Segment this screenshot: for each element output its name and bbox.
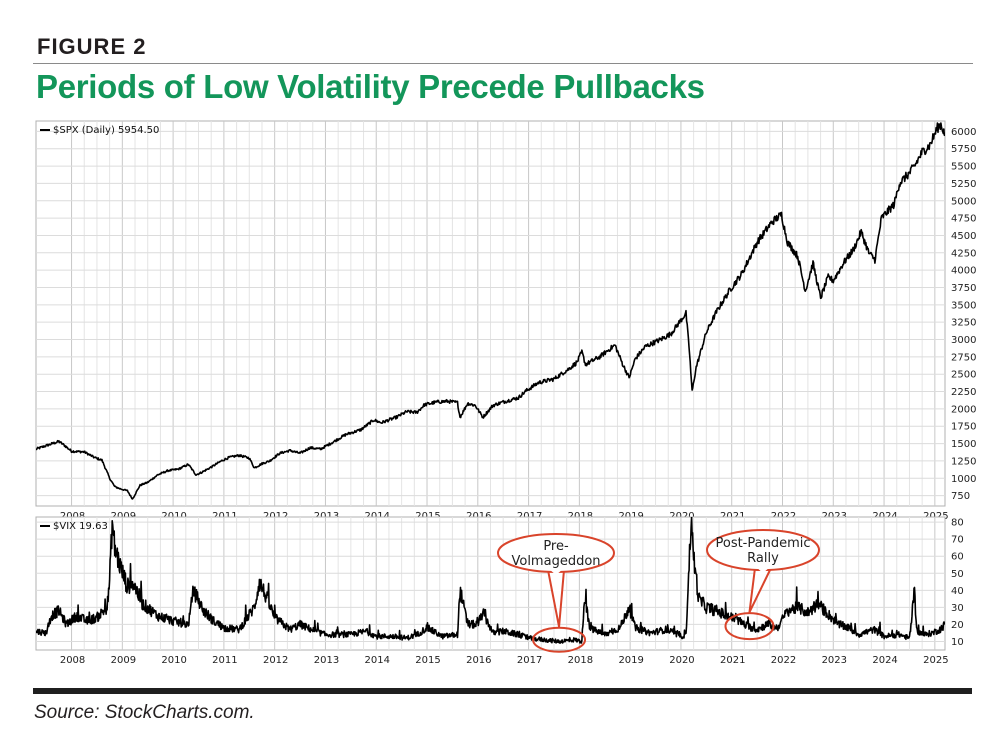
vix-x-tick-label: 2017 bbox=[517, 655, 542, 666]
spx-y-tick-label: 3500 bbox=[951, 300, 976, 311]
vix-x-tick-label: 2022 bbox=[771, 655, 796, 666]
top-divider bbox=[33, 63, 973, 64]
spx-y-tick-label: 1750 bbox=[951, 422, 976, 433]
spx-y-tick-label: 2750 bbox=[951, 352, 976, 363]
vix-x-tick-label: 2025 bbox=[923, 655, 948, 666]
spx-y-tick-label: 5250 bbox=[951, 179, 976, 190]
spx-y-tick-label: 3000 bbox=[951, 335, 976, 346]
vix-y-tick-label: 60 bbox=[951, 552, 964, 563]
annotation-seam bbox=[756, 567, 770, 573]
bottom-divider bbox=[33, 688, 972, 694]
vix-series-line bbox=[36, 517, 945, 644]
spx-y-tick-label: 1250 bbox=[951, 456, 976, 467]
spx-y-tick-label: 5750 bbox=[951, 144, 976, 155]
spx-panel: 2008200920102011201220132014201520162017… bbox=[35, 120, 976, 522]
figure-title: Periods of Low Volatility Precede Pullba… bbox=[36, 68, 705, 105]
annotation-text-line1: Pre- bbox=[543, 539, 569, 554]
spx-legend-label: $SPX (Daily) 5954.50 bbox=[53, 125, 159, 136]
vix-x-tick-label: 2011 bbox=[212, 655, 237, 666]
vix-y-tick-label: 70 bbox=[951, 535, 964, 546]
spx-y-tick-label: 5500 bbox=[951, 162, 976, 173]
spx-y-tick-label: 6000 bbox=[951, 127, 976, 138]
vix-x-tick-label: 2018 bbox=[568, 655, 593, 666]
vix-x-tick-label: 2016 bbox=[466, 655, 491, 666]
vix-y-tick-label: 20 bbox=[951, 620, 964, 631]
spx-y-tick-label: 3250 bbox=[951, 318, 976, 329]
vix-y-tick-label: 30 bbox=[951, 603, 964, 614]
vix-x-tick-label: 2012 bbox=[263, 655, 288, 666]
spx-y-tick-label: 2250 bbox=[951, 387, 976, 398]
annotation-text-line2: Volmageddon bbox=[511, 554, 600, 569]
annotation-seam bbox=[549, 569, 563, 575]
vix-x-tick-label: 2014 bbox=[365, 655, 390, 666]
vix-y-tick-label: 50 bbox=[951, 569, 964, 580]
spx-y-tick-label: 4250 bbox=[951, 248, 976, 259]
vix-x-tick-label: 2021 bbox=[720, 655, 745, 666]
vix-panel: 2008 2009 2010 2011 2012 2013 2014 2015 2016 2017… bbox=[35, 516, 964, 666]
spx-y-tick-label: 5000 bbox=[951, 196, 976, 207]
spx-y-tick-label: 2500 bbox=[951, 370, 976, 381]
vix-x-tick-label: 2009 bbox=[111, 655, 136, 666]
spx-y-tick-label: 4500 bbox=[951, 231, 976, 242]
spx-y-tick-label: 750 bbox=[951, 491, 970, 502]
vix-x-tick-label: 2020 bbox=[669, 655, 694, 666]
vix-x-tick-label: 2010 bbox=[161, 655, 186, 666]
spx-y-tick-label: 3750 bbox=[951, 283, 976, 294]
spx-y-tick-label: 1500 bbox=[951, 439, 976, 450]
vix-x-tick-label: 2008 bbox=[60, 655, 85, 666]
source-note: Source: StockCharts.com. bbox=[34, 702, 255, 723]
vix-x-tick-label: 2015 bbox=[415, 655, 440, 666]
vix-x-tick-label: 2013 bbox=[314, 655, 339, 666]
spx-series-line bbox=[36, 122, 945, 500]
vix-legend-label: $VIX 19.63 bbox=[53, 521, 108, 532]
vix-y-tick-label: 80 bbox=[951, 518, 964, 529]
vix-x-tick-label: 2019 bbox=[618, 655, 643, 666]
spx-y-tick-label: 1000 bbox=[951, 474, 976, 485]
spx-y-tick-label: 4750 bbox=[951, 214, 976, 225]
annotation-text-line1: Post-Pandemic bbox=[715, 536, 810, 551]
annotation-text-line2: Rally bbox=[747, 551, 779, 566]
spx-y-tick-label: 2000 bbox=[951, 404, 976, 415]
spx-y-tick-label: 4000 bbox=[951, 266, 976, 277]
annotation-target-ellipse bbox=[532, 626, 587, 653]
annotation-target-ellipse bbox=[724, 612, 775, 641]
vix-y-tick-label: 40 bbox=[951, 586, 964, 597]
vix-x-tick-label: 2024 bbox=[872, 655, 897, 666]
figure-label: FIGURE 2 bbox=[37, 34, 147, 59]
vix-x-tick-label: 2023 bbox=[822, 655, 847, 666]
vix-y-tick-label: 10 bbox=[951, 637, 964, 648]
